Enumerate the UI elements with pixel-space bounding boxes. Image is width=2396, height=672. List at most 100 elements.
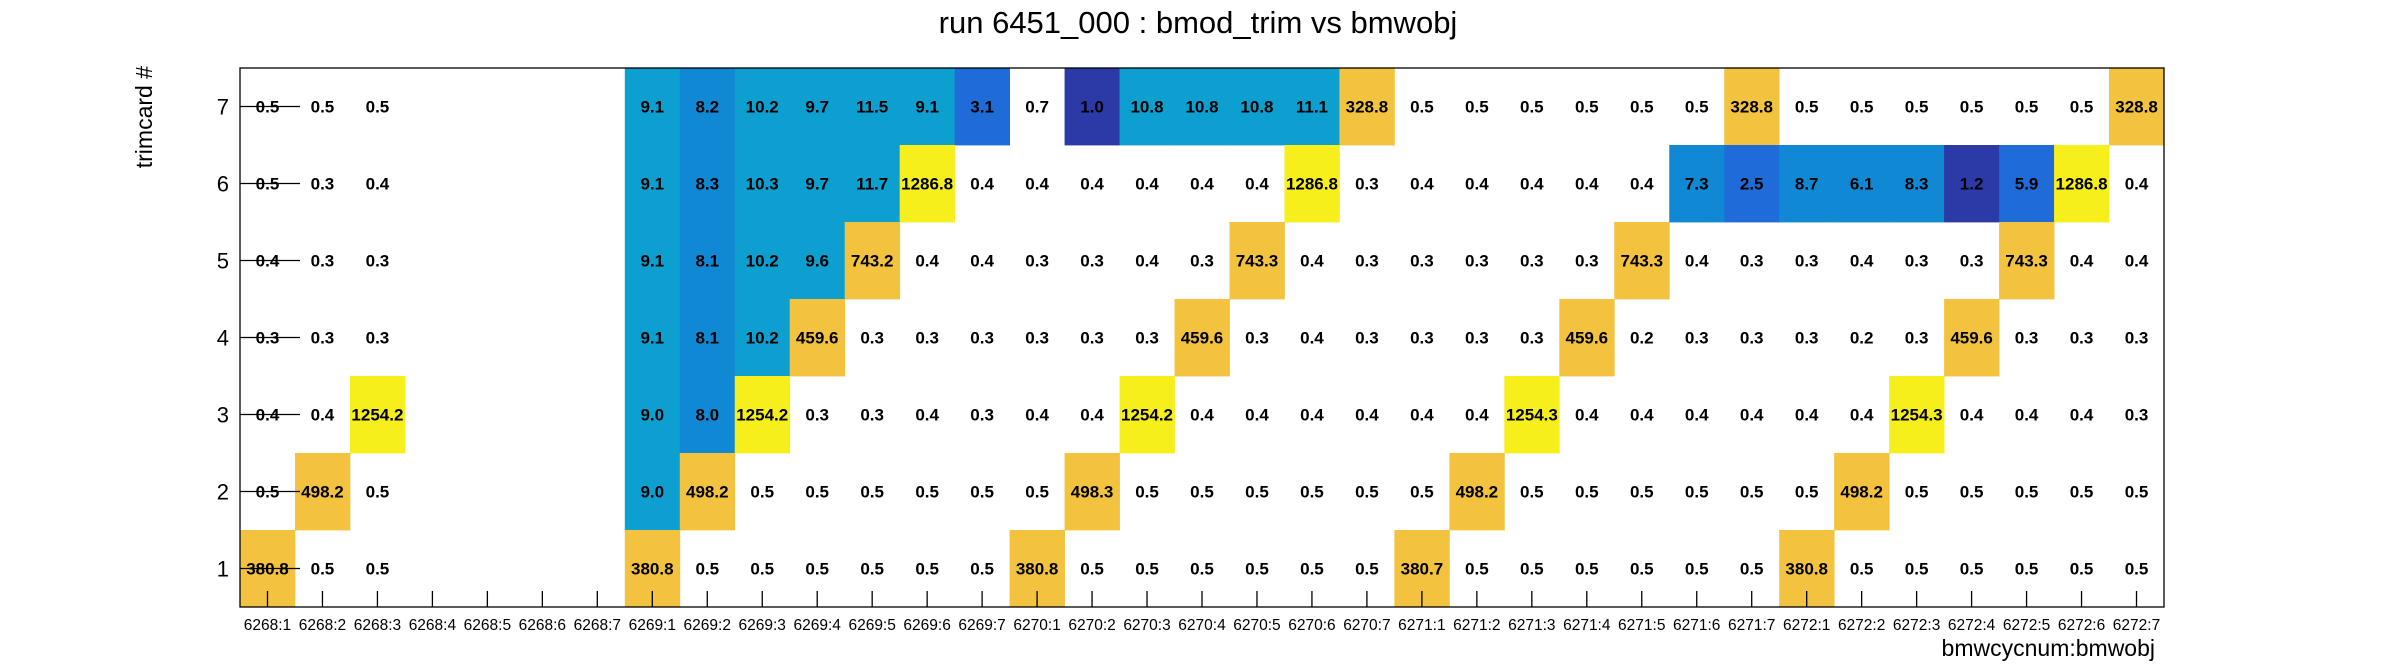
cell-value-label: 1254.2	[1121, 406, 1173, 425]
cell-value-label: 0.3	[1740, 252, 1764, 271]
cell-value-label: 498.2	[301, 483, 344, 502]
cell-value-label: 3.1	[970, 98, 994, 117]
cell-value-label: 0.5	[1740, 483, 1764, 502]
heatmap-cell	[899, 145, 956, 223]
cell-value-label: 0.3	[2125, 406, 2149, 425]
cell-value-label: 0.5	[311, 98, 335, 117]
cell-value-label: 1254.3	[1506, 406, 1558, 425]
cell-value-label: 0.3	[366, 329, 390, 348]
cell-value-label: 1286.8	[2056, 175, 2108, 194]
cell-value-label: 0.3	[1905, 252, 1929, 271]
cell-value-label: 0.5	[1520, 560, 1544, 579]
cell-value-label: 0.5	[915, 483, 939, 502]
cell-value-label: 0.3	[915, 329, 939, 348]
cell-value-label: 0.4	[1685, 406, 1709, 425]
cell-value-label: 0.5	[1410, 98, 1434, 117]
cell-value-label: 0.5	[1245, 483, 1269, 502]
heatmap-cell	[624, 145, 681, 223]
cell-value-label: 0.3	[1190, 252, 1214, 271]
cell-value-label: 0.5	[1575, 98, 1599, 117]
cell-value-label: 0.3	[1795, 252, 1819, 271]
x-tick-label: 6270:1	[1013, 617, 1060, 634]
heatmap-cell	[734, 145, 791, 223]
heatmap-cell	[1174, 68, 1230, 146]
cell-value-label: 11.7	[856, 175, 888, 194]
cell-value-label: 0.4	[1080, 175, 1104, 194]
cell-value-label: 0.5	[970, 560, 994, 579]
cell-value-label: 0.4	[970, 252, 994, 271]
cell-value-label: 0.4	[2125, 252, 2149, 271]
heatmap-cell	[624, 68, 681, 146]
cell-value-label: 0.5	[1630, 98, 1654, 117]
cell-value-label: 0.3	[1355, 329, 1379, 348]
cell-value-label: 0.5	[1520, 98, 1544, 117]
x-tick-label: 6271:5	[1618, 617, 1665, 634]
heatmap-cell	[679, 299, 736, 377]
cell-value-label: 0.3	[1520, 329, 1544, 348]
cell-value-label: 743.3	[1620, 252, 1663, 271]
cell-value-label: 0.4	[1135, 175, 1159, 194]
cell-value-label: 0.3	[805, 406, 829, 425]
x-tick-label: 6272:3	[1893, 617, 1940, 634]
cell-value-label: 0.5	[1905, 98, 1929, 117]
cell-value-label: 0.4	[1410, 175, 1434, 194]
heatmap-cell	[789, 222, 846, 300]
x-tick-label: 6268:7	[574, 617, 621, 634]
cell-value-label: 0.3	[970, 329, 994, 348]
heatmap-cell	[2109, 68, 2165, 146]
heatmap-cell	[679, 68, 736, 146]
cell-value-label: 8.2	[695, 98, 719, 117]
heatmap-cell	[1999, 222, 2055, 300]
x-tick-label: 6271:3	[1508, 617, 1555, 634]
heatmap-cell	[734, 376, 791, 454]
cell-value-label: 0.4	[1135, 252, 1159, 271]
cell-value-label: 0.5	[1245, 560, 1269, 579]
x-tick-label: 6272:5	[2003, 617, 2050, 634]
cell-value-label: 0.5	[805, 560, 829, 579]
cell-value-label: 0.5	[2015, 560, 2039, 579]
cell-value-label: 0.5	[695, 560, 719, 579]
cell-value-label: 0.2	[1630, 329, 1654, 348]
heatmap-cell	[1834, 453, 1890, 531]
cell-value-label: 0.3	[1520, 252, 1544, 271]
cell-value-label: 0.4	[1740, 406, 1764, 425]
heatmap-cell	[624, 453, 681, 531]
x-tick-label: 6269:3	[739, 617, 786, 634]
cell-value-label: 1254.3	[1891, 406, 1943, 425]
cell-value-label: 459.6	[1566, 329, 1609, 348]
cell-value-label: 743.3	[2005, 252, 2048, 271]
cell-value-label: 0.3	[1575, 252, 1599, 271]
heatmap-cell	[789, 145, 846, 223]
heatmap-cell	[1119, 376, 1175, 454]
cell-value-label: 9.1	[640, 175, 664, 194]
heatmap-cell	[1724, 68, 1780, 146]
cell-value-label: 0.5	[2070, 483, 2094, 502]
cell-value-label: 0.3	[860, 406, 884, 425]
cell-value-label: 0.4	[915, 252, 939, 271]
cell-value-label: 0.4	[1520, 175, 1544, 194]
y-tick-label: 4	[217, 326, 229, 351]
cell-value-label: 0.4	[1850, 406, 1874, 425]
y-axis: 1 2 3 4 5 6 7	[217, 95, 300, 582]
y-tick-label: 3	[217, 403, 229, 428]
heatmap-cell	[1504, 376, 1560, 454]
cell-value-label: 498.3	[1071, 483, 1114, 502]
cell-value-label: 8.0	[695, 406, 719, 425]
cell-value-label: 0.5	[1575, 560, 1599, 579]
cell-value-label: 0.5	[2070, 560, 2094, 579]
cell-value-label: 0.3	[1465, 329, 1489, 348]
cell-value-label: 0.4	[1300, 252, 1324, 271]
cell-value-label: 0.4	[366, 175, 390, 194]
x-tick-label: 6272:6	[2058, 617, 2105, 634]
cell-value-label: 0.3	[1795, 329, 1819, 348]
cell-value-label: 0.5	[2070, 98, 2094, 117]
cell-value-label: 459.6	[1181, 329, 1224, 348]
cell-value-label: 8.7	[1795, 175, 1819, 194]
cell-value-label: 0.4	[1025, 406, 1049, 425]
cell-value-label: 0.3	[1355, 252, 1379, 271]
cell-value-label: 0.5	[1850, 98, 1874, 117]
x-tick-label: 6270:2	[1068, 617, 1115, 634]
cell-value-label: 0.5	[750, 483, 774, 502]
x-tick-label: 6268:4	[409, 617, 457, 634]
